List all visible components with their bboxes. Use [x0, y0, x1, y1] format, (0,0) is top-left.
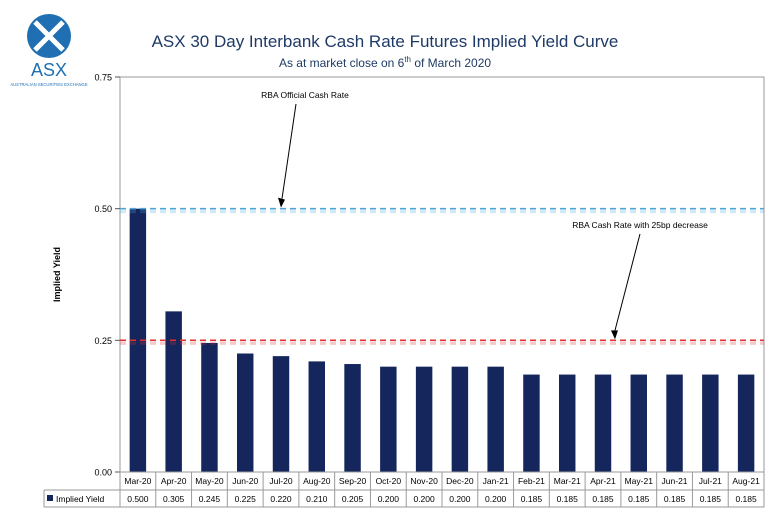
x-tick-label: Aug-21: [732, 476, 760, 486]
annotation-arrowhead: [278, 197, 285, 208]
annotation-arrow: [614, 233, 641, 331]
subtitle-suffix: of March 2020: [411, 56, 492, 70]
x-tick-label: Mar-20: [124, 476, 151, 486]
bar: [594, 374, 612, 472]
annotation-label: RBA Cash Rate with 25bp decrease: [572, 220, 708, 230]
x-tick-label: Feb-21: [518, 476, 545, 486]
x-tick-label: Mar-21: [554, 476, 581, 486]
asx-logo-cross: [33, 20, 65, 52]
legend-swatch: [47, 495, 53, 501]
asx-logo-text: ASX: [31, 60, 67, 80]
y-axis-label: Implied Yield: [52, 247, 62, 302]
data-label: 0.185: [592, 494, 614, 504]
data-label: 0.200: [485, 494, 507, 504]
x-tick-label: Sep-20: [339, 476, 367, 486]
data-label: 0.220: [270, 494, 292, 504]
data-label: 0.185: [664, 494, 686, 504]
bar: [737, 374, 755, 472]
x-tick-label: Oct-20: [376, 476, 402, 486]
y-tick-label: 0.00: [94, 468, 112, 478]
data-label: 0.305: [163, 494, 185, 504]
bar: [415, 366, 433, 472]
bar: [380, 366, 397, 472]
subtitle-sup: th: [404, 55, 411, 64]
data-label: 0.185: [557, 494, 579, 504]
x-tick-label: Apr-21: [590, 476, 616, 486]
x-tick-label: Jun-21: [662, 476, 688, 486]
data-label: 0.210: [306, 494, 328, 504]
y-tick-label: 0.25: [94, 336, 112, 346]
bar: [308, 361, 326, 472]
bar: [129, 208, 147, 472]
annotation-label: RBA Official Cash Rate: [261, 90, 349, 100]
x-tick-label: Aug-20: [303, 476, 331, 486]
annotation-arrowhead: [611, 330, 618, 340]
annotation-arrow: [281, 103, 297, 199]
chart-subtitle: As at market close on 6th of March 2020: [95, 55, 675, 70]
bar: [236, 353, 254, 472]
bar: [344, 364, 361, 472]
x-tick-label: May-20: [195, 476, 224, 486]
data-label: 0.200: [413, 494, 435, 504]
y-tick-label: 0.75: [94, 73, 112, 83]
asx-logo: ASX AUSTRALIAN SECURITIES EXCHANGE: [10, 14, 88, 87]
data-label: 0.200: [449, 494, 471, 504]
data-label: 0.500: [127, 494, 149, 504]
y-tick-label: 0.50: [94, 204, 112, 214]
x-tick-label: May-21: [625, 476, 654, 486]
bar: [523, 374, 540, 472]
asx-logo-tagline: AUSTRALIAN SECURITIES EXCHANGE: [10, 82, 87, 87]
data-label: 0.185: [735, 494, 757, 504]
x-tick-label: Jun-20: [232, 476, 258, 486]
bar: [666, 374, 683, 472]
data-label: 0.200: [378, 494, 400, 504]
x-tick-label: Jul-21: [699, 476, 722, 486]
bar: [201, 342, 218, 472]
x-tick-label: Apr-20: [161, 476, 187, 486]
x-tick-label: Dec-20: [446, 476, 474, 486]
bar: [451, 366, 469, 472]
x-tick-label: Nov-20: [410, 476, 438, 486]
bar: [558, 374, 576, 472]
bar: [165, 311, 182, 472]
bar: [630, 374, 648, 472]
data-label: 0.185: [521, 494, 543, 504]
data-label: 0.205: [342, 494, 364, 504]
x-tick-label: Jan-21: [483, 476, 509, 486]
bar: [487, 366, 504, 472]
x-tick-label: Jul-20: [269, 476, 292, 486]
subtitle-prefix: As at market close on 6: [278, 56, 405, 70]
chart-title: ASX 30 Day Interbank Cash Rate Futures I…: [151, 32, 619, 51]
data-label: 0.185: [628, 494, 650, 504]
data-label: 0.245: [199, 494, 221, 504]
data-label: 0.225: [235, 494, 257, 504]
legend-label: Implied Yield: [56, 494, 104, 504]
bar: [702, 374, 719, 472]
data-label: 0.185: [700, 494, 722, 504]
bar: [272, 356, 290, 472]
